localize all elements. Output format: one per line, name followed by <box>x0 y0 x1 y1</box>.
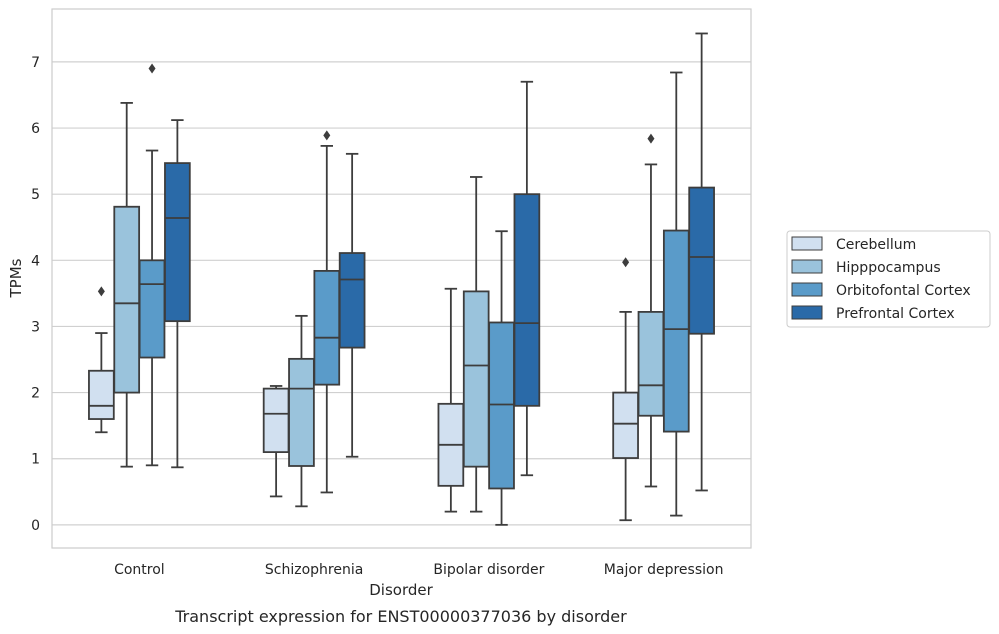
iqr-box <box>662 229 690 433</box>
outlier-point <box>647 133 655 144</box>
y-tick-label: 2 <box>31 386 40 402</box>
iqr-box <box>612 391 639 459</box>
iqr-box <box>313 269 341 386</box>
x-tick-label: Schizophrenia <box>265 562 363 578</box>
x-axis-label: Disorder <box>369 581 433 599</box>
box-cerebellum <box>612 257 639 522</box>
iqr-box <box>113 205 141 394</box>
y-tick-label: 5 <box>31 187 40 203</box>
x-tick-labels: Control Schizophrenia Bipolar disorder Majo… <box>114 562 723 578</box>
box-cerebellum <box>262 385 290 498</box>
legend-swatch <box>791 305 823 320</box>
iqr-box <box>637 310 665 417</box>
y-tick-label: 0 <box>31 518 40 534</box>
box-cerebellum <box>88 286 115 434</box>
iqr-box <box>688 186 715 335</box>
box-hipppocampus <box>288 314 315 508</box>
y-axis-label: TPMs <box>7 258 25 298</box>
y-tick-label: 3 <box>31 319 40 335</box>
box-prefrontal-cortex <box>688 32 715 492</box>
y-tick-labels: 0 1 2 3 4 5 6 7 <box>31 55 40 534</box>
legend-label: Hipppocampus <box>836 260 941 276</box>
legend-swatch <box>791 259 823 274</box>
y-tick-label: 7 <box>31 55 40 71</box>
outlier-point <box>323 130 331 141</box>
box-prefrontal-cortex <box>513 80 541 477</box>
iqr-box <box>488 321 515 490</box>
box-prefrontal-cortex <box>164 119 191 469</box>
box-orbitofontal-cortex <box>662 71 690 517</box>
x-tick-label: Control <box>114 562 165 578</box>
legend-swatch <box>791 282 823 297</box>
plot-frame <box>51 8 752 549</box>
x-tick-label: Bipolar disorder <box>433 562 544 578</box>
y-tick-label: 4 <box>31 253 40 269</box>
legend-frame <box>786 230 991 328</box>
iqr-box <box>462 290 490 468</box>
legend-label: Prefrontal Cortex <box>836 306 955 322</box>
grid <box>52 61 751 526</box>
outlier-point <box>97 286 105 297</box>
boxes <box>88 32 715 526</box>
chart-caption: Transcript expression for ENST0000037703… <box>174 607 627 626</box>
iqr-box <box>288 357 315 467</box>
box-prefrontal-cortex <box>338 152 366 458</box>
x-tick-label: Major depression <box>604 562 724 578</box>
box-hipppocampus <box>637 133 665 488</box>
outlier-point <box>622 257 630 268</box>
iqr-box <box>338 252 366 349</box>
legend-swatch <box>791 236 823 251</box>
iqr-box <box>88 369 115 420</box>
legend-label: Orbitofontal Cortex <box>836 283 971 299</box>
y-tick-label: 1 <box>31 452 40 468</box>
iqr-box <box>513 193 541 407</box>
y-tick-label: 6 <box>31 121 40 137</box>
iqr-box <box>164 162 191 323</box>
iqr-box <box>262 387 290 454</box>
iqr-box <box>138 259 166 359</box>
legend-label: Cerebellum <box>836 237 916 253</box>
legend: Cerebellum Hipppocampus Orbitofontal Corte… <box>786 230 991 328</box>
outlier-point <box>148 63 156 74</box>
box-hipppocampus <box>113 102 141 468</box>
